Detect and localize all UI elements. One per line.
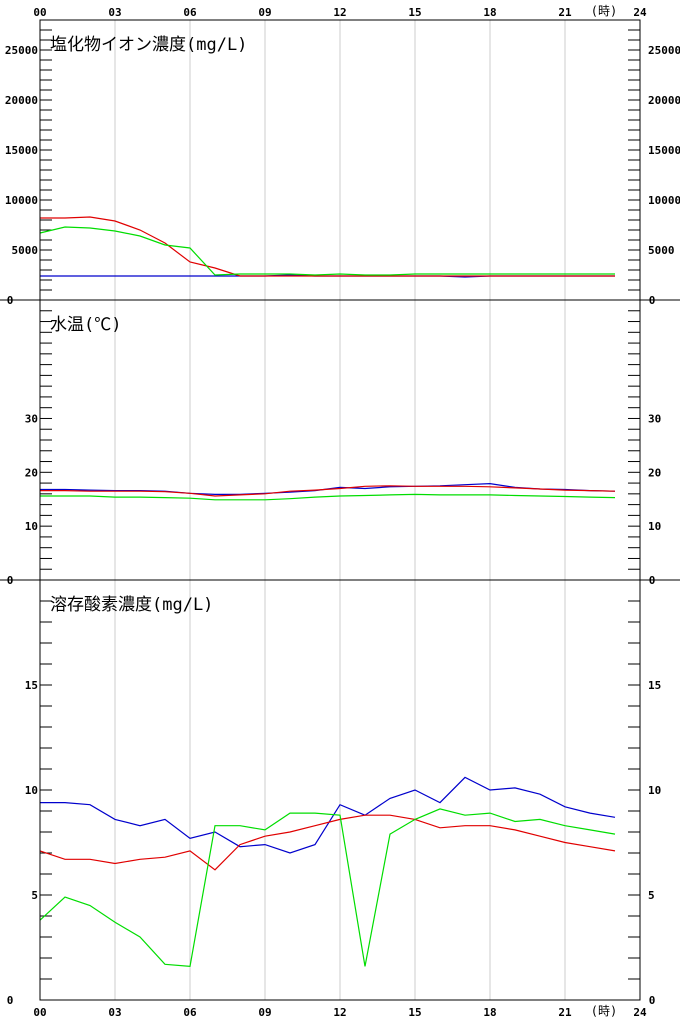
y-tick-label-left: 15 (25, 679, 38, 692)
y-tick-label-right: 15000 (648, 144, 680, 157)
x-tick-label-bottom: 03 (108, 1006, 121, 1019)
x-tick-label-top: 24 (633, 6, 647, 19)
series-line-red (40, 485, 616, 497)
x-tick-label-top: 00 (33, 6, 46, 19)
y-tick-label-left: 30 (25, 412, 38, 425)
x-tick-label-top: 21 (558, 6, 572, 19)
x-tick-label-bottom: 12 (333, 1006, 346, 1019)
y-tick-label-zero-left: 0 (7, 994, 14, 1007)
y-tick-label-right: 10 (648, 520, 661, 533)
x-unit-label-top: (時) (591, 4, 617, 18)
y-tick-label-left: 10000 (5, 194, 38, 207)
y-tick-label-right: 15 (648, 679, 661, 692)
x-tick-label-bottom: 24 (633, 1006, 647, 1019)
series-line-green (40, 493, 616, 501)
y-tick-label-right: 10 (648, 784, 661, 797)
y-tick-label-zero-right: 0 (649, 994, 656, 1007)
series-line-red (40, 216, 615, 277)
y-tick-label-left: 5 (31, 889, 38, 902)
y-tick-label-right: 20 (648, 466, 661, 479)
x-tick-label-bottom: 15 (408, 1006, 421, 1019)
y-tick-label-right: 10000 (648, 194, 680, 207)
x-tick-label-bottom: 09 (258, 1006, 271, 1019)
panel-title: 溶存酸素濃度(mg/L) (50, 595, 213, 615)
y-tick-label-left: 20000 (5, 94, 38, 107)
x-tick-label-top: 12 (333, 6, 346, 19)
chart-frame (39, 19, 641, 1001)
series-line-blue (40, 776, 616, 854)
y-tick-label-right: 20000 (648, 94, 680, 107)
y-tick-label-left: 20 (25, 466, 38, 479)
x-tick-label-top: 09 (258, 6, 271, 19)
panel-title: 塩化物イオン濃度(mg/L) (50, 35, 247, 55)
y-tick-label-right: 5000 (648, 244, 675, 257)
y-tick-label-left: 5000 (12, 244, 39, 257)
y-tick-label-left: 15000 (5, 144, 38, 157)
series-line-green (39, 226, 615, 276)
y-tick-label-left: 10 (25, 784, 38, 797)
x-tick-label-top: 15 (408, 6, 421, 19)
series-line-green (39, 808, 616, 968)
panel-3 (39, 600, 640, 980)
x-tick-label-top: 06 (183, 6, 197, 19)
x-tick-label-bottom: 00 (33, 1006, 46, 1019)
y-tick-label-right: 5 (648, 889, 655, 902)
series-line-red (39, 814, 616, 871)
x-tick-label-bottom: 06 (183, 1006, 197, 1019)
panel-1 (39, 29, 640, 291)
panel-title: 水温(℃) (50, 315, 121, 335)
x-tick-label-top: 18 (483, 6, 496, 19)
y-tick-label-left: 10 (25, 520, 38, 533)
panel-2 (40, 310, 640, 570)
y-tick-label-right: 30 (648, 412, 661, 425)
x-tick-label-top: 03 (108, 6, 121, 19)
x-unit-label-bottom: (時) (591, 1004, 617, 1018)
x-tick-label-bottom: 18 (483, 1006, 496, 1019)
y-tick-label-left: 25000 (5, 44, 38, 57)
x-tick-label-bottom: 21 (558, 1006, 572, 1019)
y-tick-label-right: 25000 (648, 44, 680, 57)
